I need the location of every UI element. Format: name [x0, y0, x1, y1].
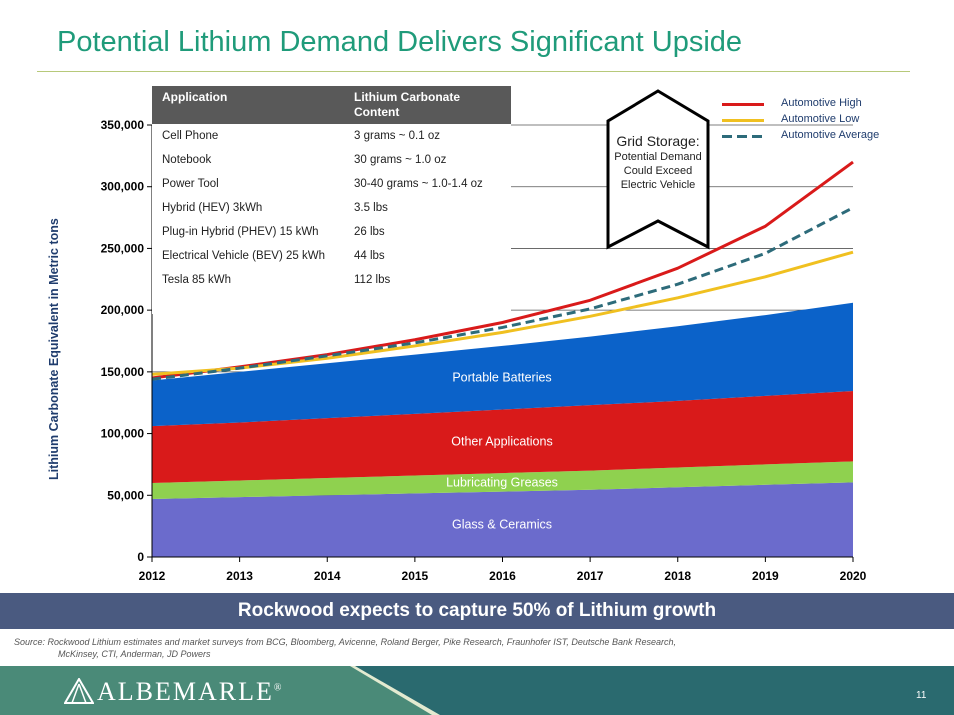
table-header-content: Lithium Carbonate Content — [344, 86, 511, 124]
x-tick-label: 2020 — [840, 569, 867, 583]
table-row: Plug-in Hybrid (PHEV) 15 kWh 26 lbs — [152, 220, 511, 244]
table-cell: Plug-in Hybrid (PHEV) 15 kWh — [162, 226, 319, 238]
chart-axes: 0 50,000 100,000 150,000 200,000 250,000 300,0… — [101, 118, 867, 583]
x-tick-label: 2018 — [664, 569, 691, 583]
table-cell: 3.5 lbs — [354, 202, 388, 214]
table-cell: 30-40 grams ~ 1.0-1.4 oz — [354, 178, 483, 190]
y-tick-label: 150,000 — [101, 365, 145, 379]
callout-body: Potential Demand Could Exceed Electric V… — [614, 151, 702, 191]
chart-area-labels: Glass & Ceramics Lubricating Greases Other… — [446, 371, 558, 532]
application-table: Application Lithium Carbonate Content Ce… — [152, 86, 511, 314]
title-divider — [37, 71, 910, 72]
y-tick-label: 0 — [137, 550, 144, 564]
source-line: McKinsey, CTI, Anderman, JD Powers — [58, 649, 211, 659]
table-row: Notebook 30 grams ~ 1.0 oz — [152, 148, 511, 172]
y-tick-label: 200,000 — [101, 303, 145, 317]
legend-label: Automotive High — [781, 97, 862, 109]
x-tick-label: 2013 — [226, 569, 253, 583]
x-tick-label: 2015 — [402, 569, 429, 583]
callout-title: Grid Storage: — [616, 133, 700, 149]
y-tick-label: 50,000 — [107, 488, 144, 502]
x-tick-label: 2014 — [314, 569, 341, 583]
legend-swatch — [722, 135, 764, 138]
source-line: Source: Rockwood Lithium estimates and m… — [14, 637, 676, 647]
albemarle-logo-icon — [64, 678, 94, 704]
table-cell: Cell Phone — [162, 130, 219, 142]
footer-bar: ALBEMARLE® — [0, 666, 954, 715]
legend-swatch — [722, 103, 764, 106]
table-cell: Notebook — [162, 154, 212, 166]
albemarle-logo: ALBEMARLE® — [97, 677, 284, 706]
table-cell: 112 lbs — [354, 274, 391, 286]
source-note: Source: Rockwood Lithium estimates and m… — [14, 636, 844, 660]
takeaway-banner: Rockwood expects to capture 50% of Lithi… — [0, 593, 954, 629]
table-row: Power Tool 30-40 grams ~ 1.0-1.4 oz — [152, 172, 511, 196]
grid-storage-callout: Grid Storage: Potential Demand Could Exc… — [612, 133, 704, 192]
table-cell: Electrical Vehicle (BEV) 25 kWh — [162, 250, 325, 262]
table-cell: 44 lbs — [354, 250, 385, 262]
table-cell: Hybrid (HEV) 3kWh — [162, 202, 263, 214]
y-axis-label: Lithium Carbonate Equivalent in Metric t… — [47, 218, 61, 480]
area-label: Other Applications — [451, 434, 552, 448]
area-glass-ceramics — [152, 482, 853, 557]
area-lubricating-greases — [152, 461, 853, 499]
grid-storage-callout-shape — [606, 89, 710, 250]
table-row: Hybrid (HEV) 3kWh 3.5 lbs — [152, 196, 511, 220]
table-cell: Tesla 85 kWh — [162, 274, 232, 286]
table-spacer-row — [152, 292, 511, 314]
area-portable-batteries — [152, 302, 853, 427]
table-row: Tesla 85 kWh 112 lbs — [152, 268, 511, 292]
area-label: Lubricating Greases — [446, 475, 558, 489]
page-number: 11 — [916, 690, 927, 701]
x-tick-label: 2019 — [752, 569, 779, 583]
legend-label: Automotive Low — [781, 113, 860, 125]
chart-areas — [152, 302, 853, 557]
x-tick-label: 2012 — [139, 569, 166, 583]
table-cell: 26 lbs — [354, 226, 385, 238]
legend-swatch — [722, 119, 764, 122]
line-automotive-average — [151, 206, 854, 381]
area-label: Portable Batteries — [452, 371, 551, 385]
table-cell: 3 grams ~ 0.1 oz — [354, 130, 440, 142]
y-tick-label: 250,000 — [101, 241, 145, 255]
table-header-application: Application — [152, 86, 344, 124]
x-tick-label: 2016 — [489, 569, 516, 583]
y-tick-label: 350,000 — [101, 118, 145, 132]
x-tick-label: 2017 — [577, 569, 604, 583]
y-tick-label: 300,000 — [101, 180, 145, 194]
table-cell: 30 grams ~ 1.0 oz — [354, 154, 447, 166]
demand-chart: Glass & Ceramics Lubricating Greases Other… — [101, 89, 867, 583]
callout-chevron — [606, 89, 710, 250]
chart-lines — [151, 160, 854, 381]
y-tick-label: 100,000 — [101, 427, 145, 441]
table-row: Cell Phone 3 grams ~ 0.1 oz — [152, 124, 511, 148]
area-label: Glass & Ceramics — [452, 517, 552, 531]
table-row: Electrical Vehicle (BEV) 25 kWh 44 lbs — [152, 244, 511, 268]
slide-title: Potential Lithium Demand Delivers Signif… — [57, 26, 743, 58]
area-other-applications — [152, 390, 853, 483]
table-cell: Power Tool — [162, 178, 219, 190]
legend-label: Automotive Average — [781, 129, 880, 141]
